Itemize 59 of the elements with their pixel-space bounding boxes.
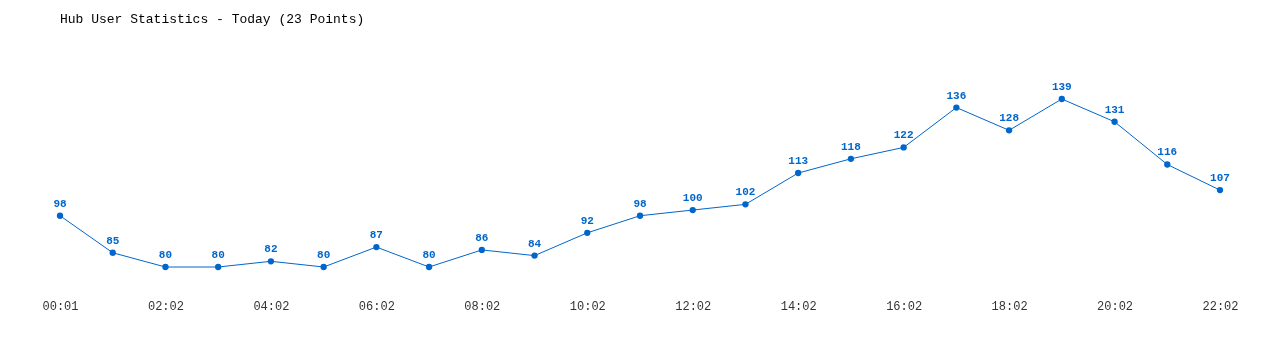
- x-tick-label: 20:02: [1097, 299, 1134, 314]
- data-label: 131: [1104, 103, 1125, 116]
- data-label: 92: [580, 214, 594, 227]
- x-tick-label: 22:02: [1202, 299, 1239, 314]
- point: [56, 212, 64, 219]
- point: [689, 206, 696, 214]
- data-label: 113: [788, 155, 809, 168]
- data-label: 80: [317, 249, 331, 261]
- data-label: 98: [53, 197, 67, 210]
- point: [1005, 127, 1013, 134]
- point: [742, 201, 749, 208]
- data-label: 100: [682, 192, 703, 205]
- point: [1216, 186, 1224, 194]
- point: [1164, 161, 1171, 168]
- data-label: 136: [946, 89, 967, 102]
- data-label: 128: [999, 112, 1020, 125]
- x-tick-label: 08:02: [464, 299, 501, 314]
- point: [636, 212, 644, 219]
- data-label: 85: [106, 234, 120, 247]
- x-tick-label: 00:01: [42, 299, 79, 314]
- data-label: 80: [211, 249, 225, 261]
- point: [584, 229, 591, 236]
- data-label: 80: [422, 249, 436, 261]
- point: [162, 263, 169, 271]
- x-tick-label: 12:02: [675, 299, 712, 314]
- data-label: 84: [527, 237, 542, 250]
- data-label: 82: [264, 243, 278, 256]
- data-label: 107: [1210, 172, 1230, 185]
- point: [215, 263, 222, 271]
- data-label: 118: [841, 140, 862, 153]
- point: [373, 243, 380, 251]
- data-label: 98: [633, 197, 647, 210]
- data-label: 122: [893, 129, 914, 142]
- point: [425, 263, 433, 271]
- data-label: 86: [475, 231, 489, 244]
- data-label: 80: [158, 249, 173, 261]
- point: [795, 169, 802, 177]
- x-tick-label: 16:02: [886, 299, 923, 314]
- x-tick-label: 02:02: [147, 299, 184, 314]
- point: [531, 252, 538, 259]
- point: [953, 104, 960, 111]
- x-tick-label: 18:02: [991, 299, 1028, 314]
- data-label: 87: [369, 229, 383, 242]
- x-tick-label: 04:02: [253, 299, 290, 314]
- point: [478, 246, 485, 254]
- chart-title: Hub User Statistics - Today (23 Points): [60, 12, 365, 27]
- point: [267, 258, 275, 265]
- point: [109, 249, 116, 256]
- x-tick-label: 14:02: [780, 299, 817, 314]
- x-tick-label: 06:02: [358, 299, 395, 314]
- x-tick-label: 10:02: [569, 299, 606, 314]
- data-label: 102: [735, 186, 756, 199]
- data-label: 139: [1051, 81, 1072, 93]
- point: [900, 144, 907, 151]
- point: [1111, 118, 1118, 125]
- point: [320, 263, 327, 271]
- point: [847, 155, 855, 162]
- data-label: 116: [1157, 146, 1178, 159]
- point: [1058, 95, 1065, 103]
